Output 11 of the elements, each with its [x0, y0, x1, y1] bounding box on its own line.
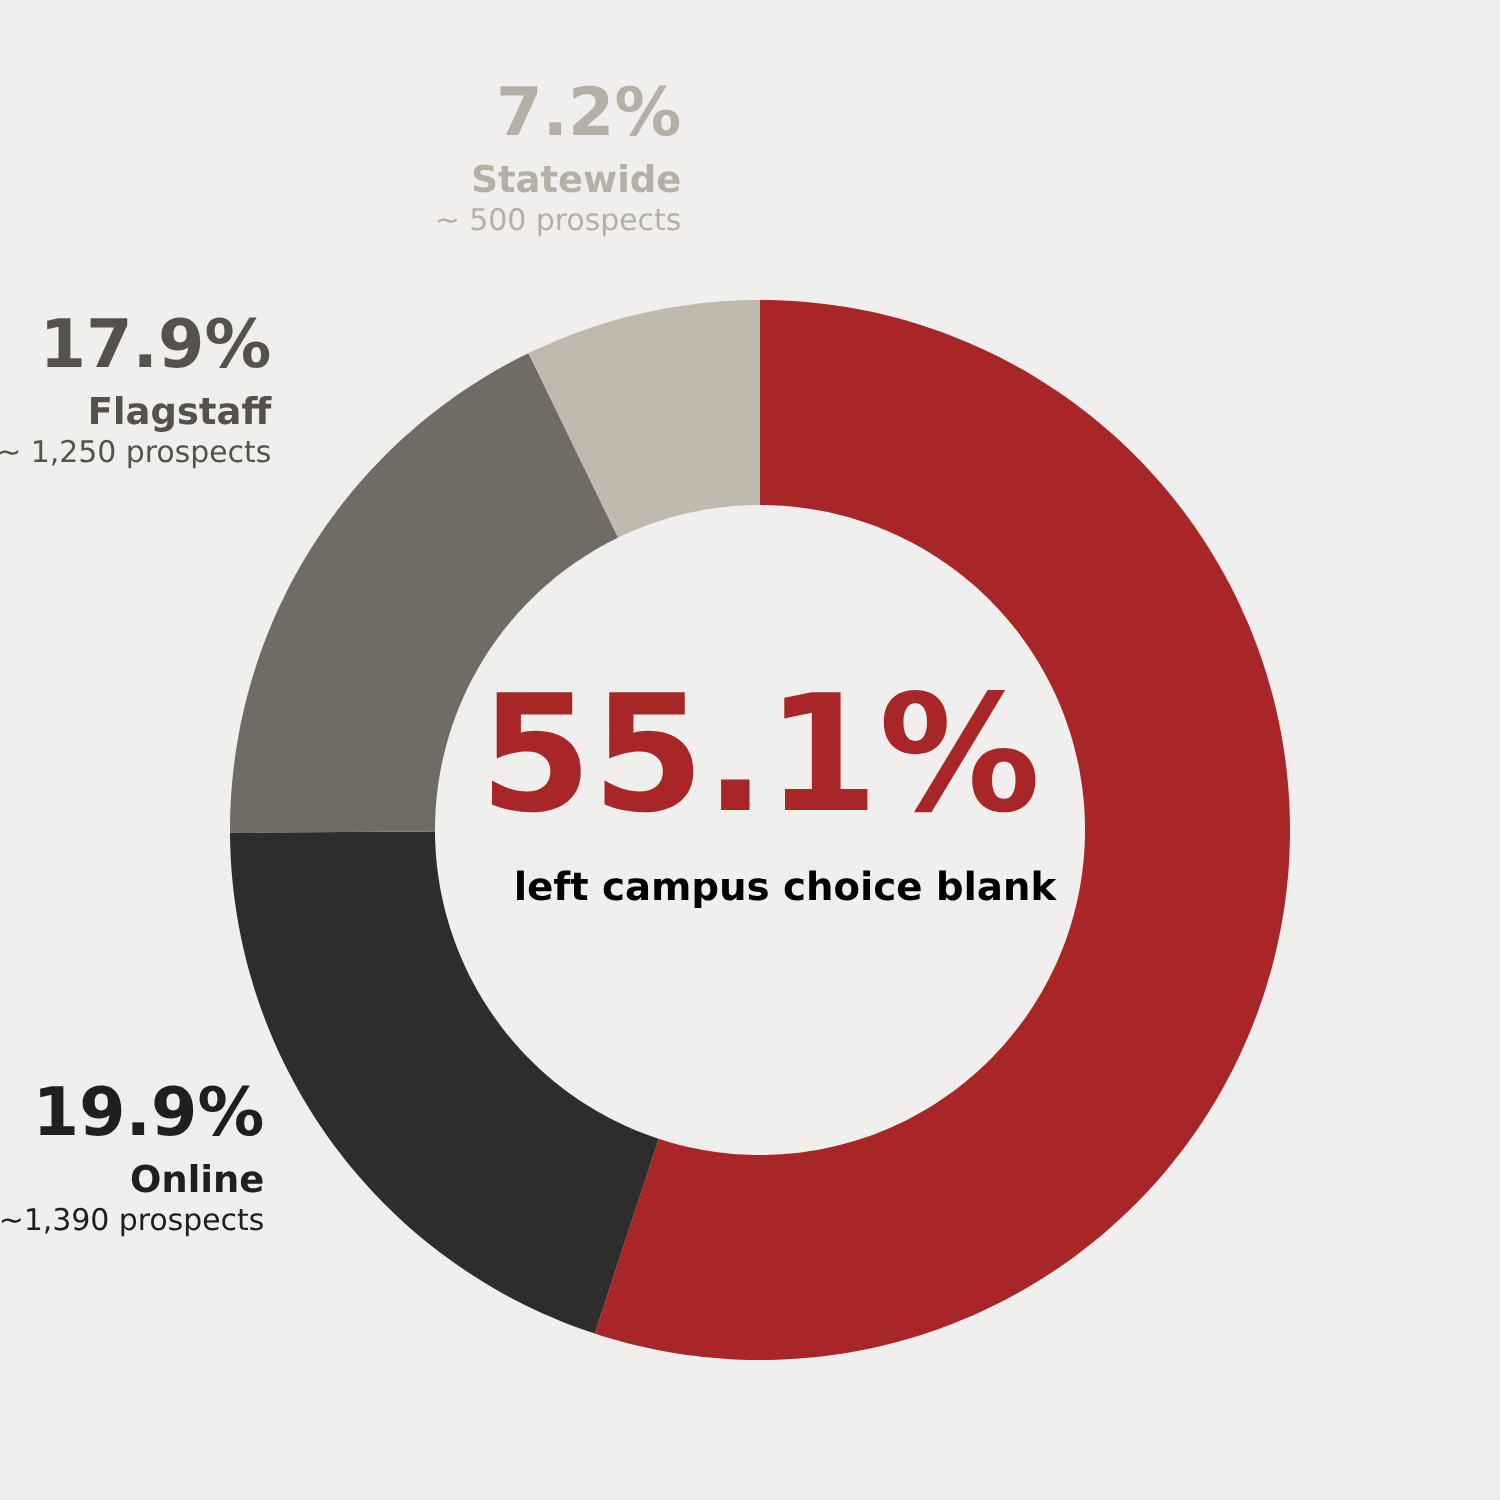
- data-label: 17.9%: [47, 317, 270, 368]
- data-label: 55.1%: [492, 689, 1036, 813]
- data-label: 7.2%: [500, 85, 680, 136]
- text: ~ 1,250 prospects: [0, 439, 270, 469]
- slice-label: Online: [131, 1163, 263, 1193]
- text: ~ 500 prospects: [437, 207, 680, 237]
- slice-label: Flagstaff: [91, 395, 272, 432]
- slice-label: Statewide: [473, 163, 680, 193]
- slice-label: left campus choice blank: [517, 870, 1057, 909]
- data-label: 19.9%: [40, 1085, 263, 1136]
- text: ~1,390 prospects: [1, 1207, 263, 1237]
